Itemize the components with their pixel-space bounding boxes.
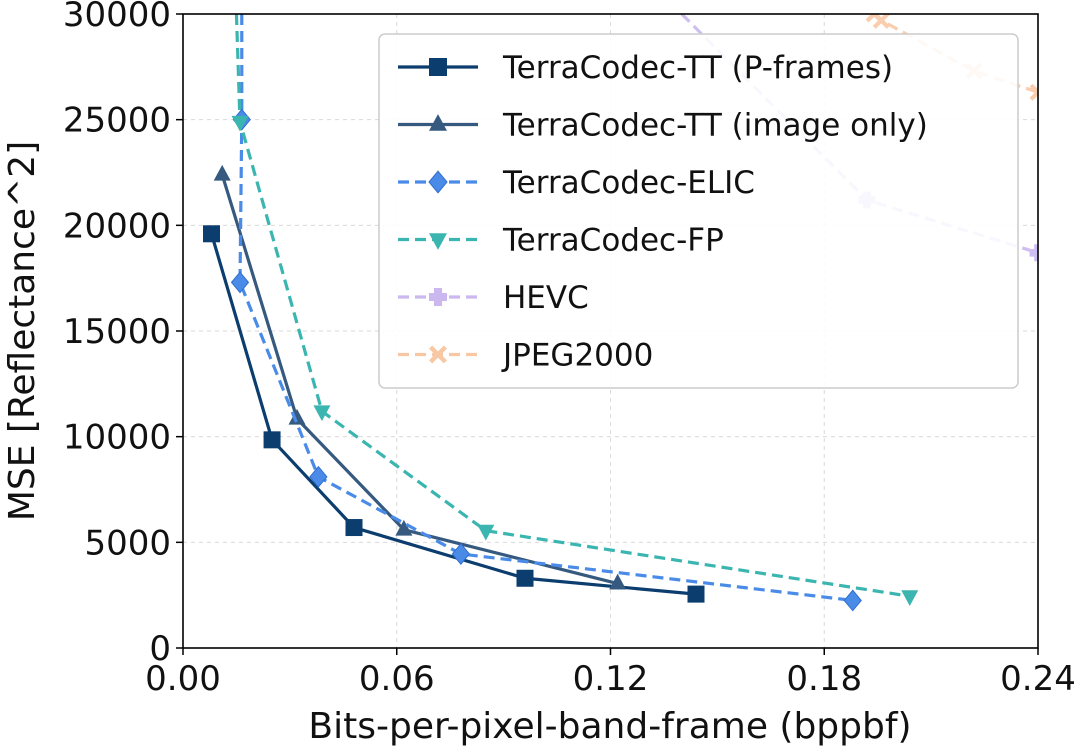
y-axis-ticks: 0 5000 10000 15000 20000 25000 30000 bbox=[63, 0, 183, 669]
legend-label: TerraCodec-TT (image only) bbox=[502, 108, 928, 144]
data-point bbox=[288, 408, 306, 425]
data-point bbox=[477, 524, 495, 541]
y-tick-label: 20000 bbox=[63, 206, 171, 246]
legend-marker bbox=[428, 170, 448, 194]
legend: TerraCodec-TT (P-frames) TerraCodec-TT (i… bbox=[378, 33, 1019, 389]
data-point bbox=[313, 405, 331, 422]
y-tick-label: 5000 bbox=[84, 523, 171, 563]
legend-item: TerraCodec-TT (P-frames) bbox=[398, 50, 893, 86]
legend-marker bbox=[429, 233, 447, 250]
legend-label: TerraCodec-TT (P-frames) bbox=[502, 50, 893, 86]
legend-item: HEVC bbox=[398, 280, 589, 316]
series-terracodec-tt-image-only bbox=[213, 164, 627, 590]
series-terracodec-tt-p-frames bbox=[203, 225, 705, 603]
data-point bbox=[516, 569, 534, 587]
data-point bbox=[687, 585, 705, 603]
x-axis-label: Bits-per-pixel-band-frame (bppbf) bbox=[308, 706, 911, 747]
legend-marker bbox=[429, 288, 448, 307]
legend-label: TerraCodec-FP bbox=[502, 223, 724, 259]
data-point bbox=[901, 590, 919, 606]
legend-swatch bbox=[398, 114, 478, 131]
legend-swatch bbox=[398, 233, 478, 250]
y-tick-label: 25000 bbox=[63, 101, 171, 141]
legend-swatch bbox=[398, 345, 478, 364]
legend-item: TerraCodec-TT (image only) bbox=[398, 108, 928, 144]
legend-marker bbox=[429, 345, 447, 364]
legend-item: TerraCodec-ELIC bbox=[398, 165, 755, 201]
series-line bbox=[220, 174, 619, 586]
legend-label: HEVC bbox=[503, 280, 589, 316]
x-tick-label: 0.06 bbox=[359, 659, 435, 699]
data-point bbox=[395, 519, 413, 536]
data-point bbox=[263, 431, 281, 449]
data-point bbox=[230, 271, 250, 294]
legend-marker bbox=[429, 114, 447, 131]
legend-item: TerraCodec-FP bbox=[398, 223, 724, 259]
legend-label: JPEG2000 bbox=[501, 338, 653, 374]
y-tick-label: 10000 bbox=[63, 418, 171, 458]
data-point bbox=[213, 164, 231, 181]
data-point bbox=[231, 115, 249, 132]
legend-marker bbox=[429, 58, 447, 76]
legend-swatch bbox=[398, 170, 478, 194]
x-tick-label: 0.24 bbox=[1000, 659, 1076, 699]
data-point bbox=[451, 542, 471, 565]
data-point bbox=[203, 225, 220, 243]
series-terracodec-fp bbox=[231, 14, 919, 606]
y-tick-label: 30000 bbox=[63, 0, 171, 35]
y-tick-label: 0 bbox=[149, 629, 171, 669]
data-point bbox=[872, 14, 890, 29]
y-tick-label: 15000 bbox=[63, 312, 171, 352]
data-point bbox=[1029, 83, 1038, 101]
data-point bbox=[309, 465, 328, 488]
x-axis-ticks: 0.00 0.06 0.12 0.18 0.24 bbox=[145, 648, 1076, 699]
legend-label: TerraCodec-ELIC bbox=[502, 165, 755, 201]
data-point bbox=[1029, 244, 1038, 262]
data-point bbox=[609, 573, 627, 590]
series-layer bbox=[203, 14, 1038, 612]
x-tick-label: 0.18 bbox=[786, 659, 862, 699]
legend-swatch bbox=[398, 58, 478, 76]
x-tick-label: 0.00 bbox=[145, 659, 221, 699]
series-line bbox=[238, 14, 853, 603]
legend-box bbox=[378, 33, 1019, 389]
y-axis-label: MSE [Reflectance^2] bbox=[2, 141, 43, 521]
x-tick-label: 0.12 bbox=[573, 659, 649, 699]
legend-item: JPEG2000 bbox=[398, 338, 653, 374]
legend-swatch bbox=[398, 288, 478, 307]
data-point bbox=[843, 589, 862, 612]
data-point bbox=[345, 519, 363, 537]
